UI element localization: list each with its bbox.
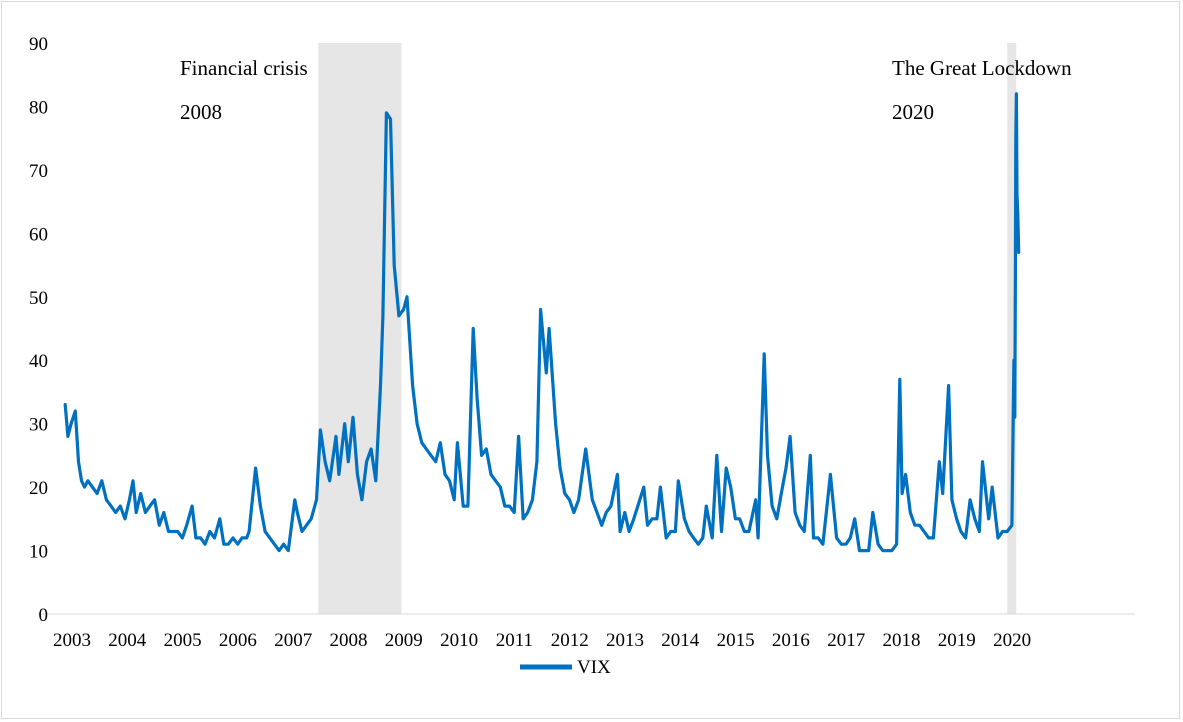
shaded-period-0 (318, 43, 402, 614)
y-tick-label-80: 80 (29, 97, 48, 118)
lockdown-annotation-line1: The Great Lockdown (892, 56, 1072, 80)
y-tick-label-60: 60 (29, 224, 48, 245)
series-layer (63, 92, 1021, 553)
legend: VIX (520, 657, 611, 678)
x-tick-label-2009: 2009 (385, 630, 423, 651)
x-tick-label-2016: 2016 (772, 630, 810, 651)
x-tick-label-2013: 2013 (606, 630, 644, 651)
x-tick-label-2003: 2003 (53, 630, 91, 651)
y-tick-label-10: 10 (29, 542, 48, 563)
x-tick-label-2011: 2011 (496, 630, 533, 651)
x-tick-label-2017: 2017 (827, 630, 865, 651)
x-tick-labels: 2003 2004 2005 2006 2007 2008 2009 2010 2011 2012… (53, 630, 1031, 651)
x-tick-label-2012: 2012 (551, 630, 589, 651)
x-tick-label-2018: 2018 (883, 630, 921, 651)
x-tick-label-2015: 2015 (717, 630, 755, 651)
lockdown-annotation-line2: 2020 (892, 100, 934, 124)
x-tick-label-2020: 2020 (993, 630, 1031, 651)
legend-label-vix: VIX (577, 657, 611, 678)
x-tick-label-2005: 2005 (164, 630, 202, 651)
x-tick-label-2004: 2004 (108, 630, 147, 651)
shaded-period-1 (1007, 43, 1017, 614)
x-tick-label-2010: 2010 (440, 630, 478, 651)
crisis-annotation-line1: Financial crisis (180, 56, 308, 80)
y-tick-label-0: 0 (39, 605, 49, 626)
crisis-annotation-line2: 2008 (180, 100, 222, 124)
x-tick-label-2019: 2019 (938, 630, 976, 651)
y-tick-label-40: 40 (29, 351, 48, 372)
series-line-vix (63, 92, 1021, 553)
y-tick-labels: 0 10 20 30 40 50 60 70 80 90 (29, 34, 48, 626)
annotations: Financial crisis 2008 The Great Lockdown… (180, 56, 1072, 124)
shaded-periods (318, 43, 1017, 614)
x-tick-label-2008: 2008 (330, 630, 368, 651)
x-tick-label-2014: 2014 (661, 630, 700, 651)
y-tick-label-20: 20 (29, 478, 48, 499)
y-tick-label-70: 70 (29, 161, 48, 182)
y-tick-label-30: 30 (29, 415, 48, 436)
x-tick-label-2007: 2007 (274, 630, 312, 651)
x-tick-label-2006: 2006 (219, 630, 257, 651)
y-tick-label-90: 90 (29, 34, 48, 55)
y-tick-label-50: 50 (29, 288, 48, 309)
